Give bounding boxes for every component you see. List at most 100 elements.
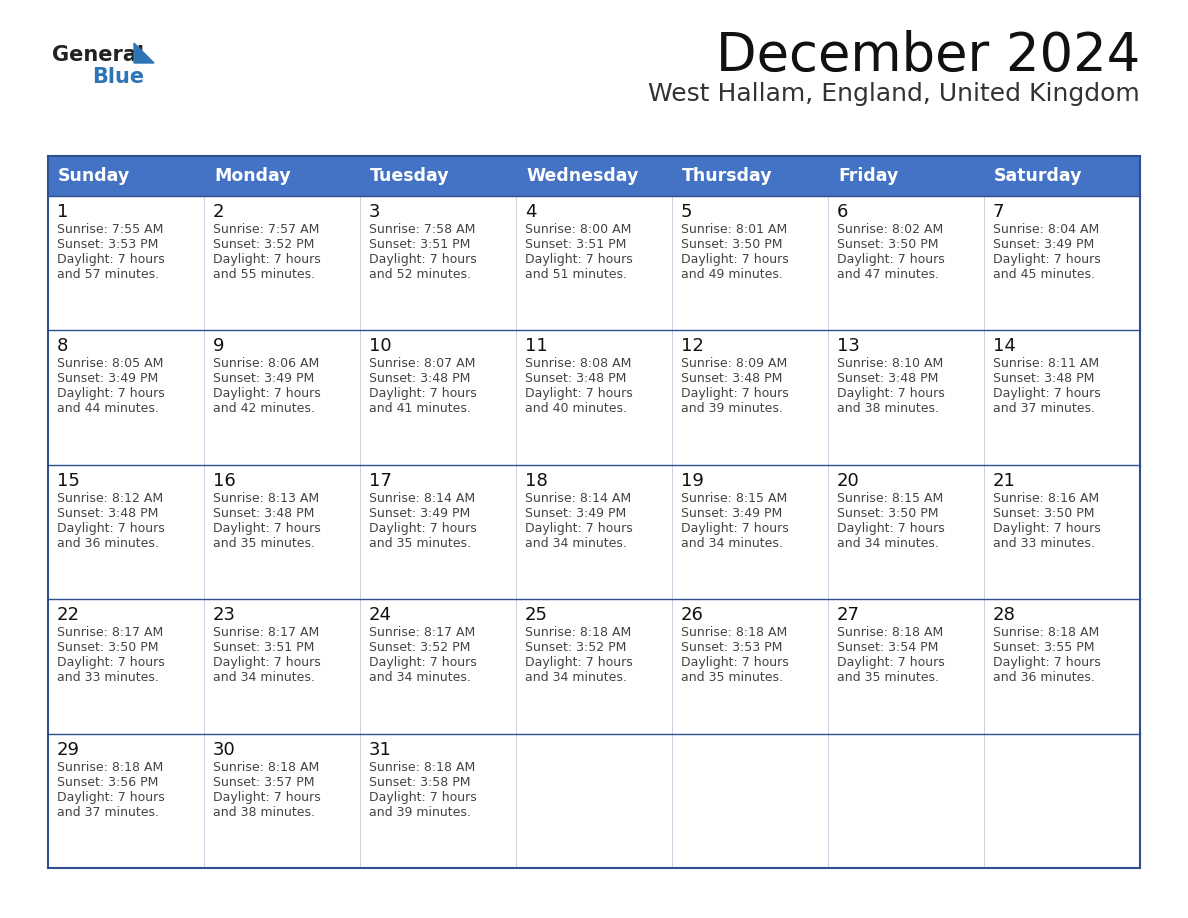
Text: 20: 20: [838, 472, 860, 490]
Text: Sunset: 3:48 PM: Sunset: 3:48 PM: [369, 373, 470, 386]
Polygon shape: [134, 43, 154, 63]
Text: Sunset: 3:51 PM: Sunset: 3:51 PM: [525, 238, 626, 251]
Text: 22: 22: [57, 606, 80, 624]
Text: Sunrise: 8:15 AM: Sunrise: 8:15 AM: [838, 492, 943, 505]
FancyBboxPatch shape: [48, 196, 1140, 330]
Text: and 36 minutes.: and 36 minutes.: [993, 671, 1095, 684]
Text: and 35 minutes.: and 35 minutes.: [213, 537, 315, 550]
FancyBboxPatch shape: [204, 156, 360, 196]
FancyBboxPatch shape: [48, 330, 1140, 465]
Text: Sunrise: 8:07 AM: Sunrise: 8:07 AM: [369, 357, 475, 370]
Text: West Hallam, England, United Kingdom: West Hallam, England, United Kingdom: [649, 82, 1140, 106]
Text: and 36 minutes.: and 36 minutes.: [57, 537, 159, 550]
Text: Sunset: 3:49 PM: Sunset: 3:49 PM: [213, 373, 315, 386]
Text: Sunrise: 8:08 AM: Sunrise: 8:08 AM: [525, 357, 631, 370]
Text: General: General: [52, 45, 144, 65]
Text: Sunrise: 8:12 AM: Sunrise: 8:12 AM: [57, 492, 163, 505]
Text: Sunrise: 8:01 AM: Sunrise: 8:01 AM: [681, 223, 788, 236]
Text: Sunset: 3:48 PM: Sunset: 3:48 PM: [993, 373, 1094, 386]
Text: 23: 23: [213, 606, 236, 624]
Text: 28: 28: [993, 606, 1016, 624]
Text: Daylight: 7 hours: Daylight: 7 hours: [993, 387, 1101, 400]
Text: 31: 31: [369, 741, 392, 758]
Text: Sunrise: 8:00 AM: Sunrise: 8:00 AM: [525, 223, 631, 236]
Text: and 34 minutes.: and 34 minutes.: [213, 671, 315, 684]
Text: and 35 minutes.: and 35 minutes.: [369, 537, 470, 550]
Text: Sunrise: 8:14 AM: Sunrise: 8:14 AM: [369, 492, 475, 505]
FancyBboxPatch shape: [48, 733, 1140, 868]
Text: Daylight: 7 hours: Daylight: 7 hours: [993, 656, 1101, 669]
Text: Sunset: 3:48 PM: Sunset: 3:48 PM: [838, 373, 939, 386]
Text: 12: 12: [681, 338, 703, 355]
Text: Daylight: 7 hours: Daylight: 7 hours: [681, 656, 789, 669]
Text: 27: 27: [838, 606, 860, 624]
Text: Sunrise: 8:18 AM: Sunrise: 8:18 AM: [369, 761, 475, 774]
Text: Daylight: 7 hours: Daylight: 7 hours: [525, 253, 633, 266]
Text: Sunrise: 8:17 AM: Sunrise: 8:17 AM: [57, 626, 163, 639]
Text: Daylight: 7 hours: Daylight: 7 hours: [57, 656, 165, 669]
Text: and 52 minutes.: and 52 minutes.: [369, 268, 470, 281]
Text: Monday: Monday: [214, 167, 291, 185]
Text: Daylight: 7 hours: Daylight: 7 hours: [525, 656, 633, 669]
Text: Daylight: 7 hours: Daylight: 7 hours: [57, 387, 165, 400]
Text: 5: 5: [681, 203, 693, 221]
FancyBboxPatch shape: [516, 156, 672, 196]
Text: and 38 minutes.: and 38 minutes.: [213, 806, 315, 819]
Text: Daylight: 7 hours: Daylight: 7 hours: [369, 521, 476, 535]
Text: Daylight: 7 hours: Daylight: 7 hours: [57, 521, 165, 535]
Text: and 34 minutes.: and 34 minutes.: [525, 537, 627, 550]
Text: Sunrise: 8:18 AM: Sunrise: 8:18 AM: [213, 761, 320, 774]
Text: and 37 minutes.: and 37 minutes.: [993, 402, 1095, 416]
Text: and 33 minutes.: and 33 minutes.: [993, 537, 1095, 550]
Text: and 39 minutes.: and 39 minutes.: [369, 806, 470, 819]
FancyBboxPatch shape: [828, 156, 984, 196]
Text: Sunrise: 8:17 AM: Sunrise: 8:17 AM: [369, 626, 475, 639]
Text: Sunrise: 8:17 AM: Sunrise: 8:17 AM: [213, 626, 320, 639]
Text: and 34 minutes.: and 34 minutes.: [681, 537, 783, 550]
Text: Sunrise: 8:15 AM: Sunrise: 8:15 AM: [681, 492, 788, 505]
Text: Sunset: 3:51 PM: Sunset: 3:51 PM: [369, 238, 470, 251]
Text: Sunrise: 8:10 AM: Sunrise: 8:10 AM: [838, 357, 943, 370]
Text: and 55 minutes.: and 55 minutes.: [213, 268, 315, 281]
Text: Daylight: 7 hours: Daylight: 7 hours: [525, 387, 633, 400]
Text: Sunset: 3:50 PM: Sunset: 3:50 PM: [57, 641, 158, 655]
Text: Daylight: 7 hours: Daylight: 7 hours: [369, 387, 476, 400]
Text: and 34 minutes.: and 34 minutes.: [838, 537, 939, 550]
Text: Sunrise: 7:55 AM: Sunrise: 7:55 AM: [57, 223, 164, 236]
Text: Daylight: 7 hours: Daylight: 7 hours: [57, 790, 165, 803]
Text: Daylight: 7 hours: Daylight: 7 hours: [681, 521, 789, 535]
Text: Sunset: 3:49 PM: Sunset: 3:49 PM: [369, 507, 470, 520]
Text: and 45 minutes.: and 45 minutes.: [993, 268, 1095, 281]
Text: Sunday: Sunday: [58, 167, 131, 185]
Text: Blue: Blue: [91, 67, 144, 87]
FancyBboxPatch shape: [48, 599, 1140, 733]
Text: 18: 18: [525, 472, 548, 490]
Text: and 47 minutes.: and 47 minutes.: [838, 268, 939, 281]
Text: 29: 29: [57, 741, 80, 758]
Text: Sunset: 3:54 PM: Sunset: 3:54 PM: [838, 641, 939, 655]
Text: 19: 19: [681, 472, 703, 490]
Text: Daylight: 7 hours: Daylight: 7 hours: [838, 387, 944, 400]
Text: 8: 8: [57, 338, 69, 355]
Text: 7: 7: [993, 203, 1005, 221]
Text: Sunrise: 8:16 AM: Sunrise: 8:16 AM: [993, 492, 1099, 505]
Text: 24: 24: [369, 606, 392, 624]
Text: 1: 1: [57, 203, 69, 221]
Text: Daylight: 7 hours: Daylight: 7 hours: [213, 253, 321, 266]
Text: and 39 minutes.: and 39 minutes.: [681, 402, 783, 416]
Text: Daylight: 7 hours: Daylight: 7 hours: [213, 521, 321, 535]
Text: Sunset: 3:48 PM: Sunset: 3:48 PM: [213, 507, 315, 520]
Text: and 37 minutes.: and 37 minutes.: [57, 806, 159, 819]
Text: 4: 4: [525, 203, 537, 221]
Text: and 49 minutes.: and 49 minutes.: [681, 268, 783, 281]
Text: Sunrise: 8:06 AM: Sunrise: 8:06 AM: [213, 357, 320, 370]
Text: Daylight: 7 hours: Daylight: 7 hours: [993, 253, 1101, 266]
Text: Daylight: 7 hours: Daylight: 7 hours: [838, 656, 944, 669]
Text: and 35 minutes.: and 35 minutes.: [681, 671, 783, 684]
Text: Wednesday: Wednesday: [526, 167, 638, 185]
Text: 15: 15: [57, 472, 80, 490]
Text: Sunrise: 8:18 AM: Sunrise: 8:18 AM: [838, 626, 943, 639]
Text: and 33 minutes.: and 33 minutes.: [57, 671, 159, 684]
Text: Sunrise: 8:18 AM: Sunrise: 8:18 AM: [525, 626, 631, 639]
Text: Daylight: 7 hours: Daylight: 7 hours: [681, 387, 789, 400]
